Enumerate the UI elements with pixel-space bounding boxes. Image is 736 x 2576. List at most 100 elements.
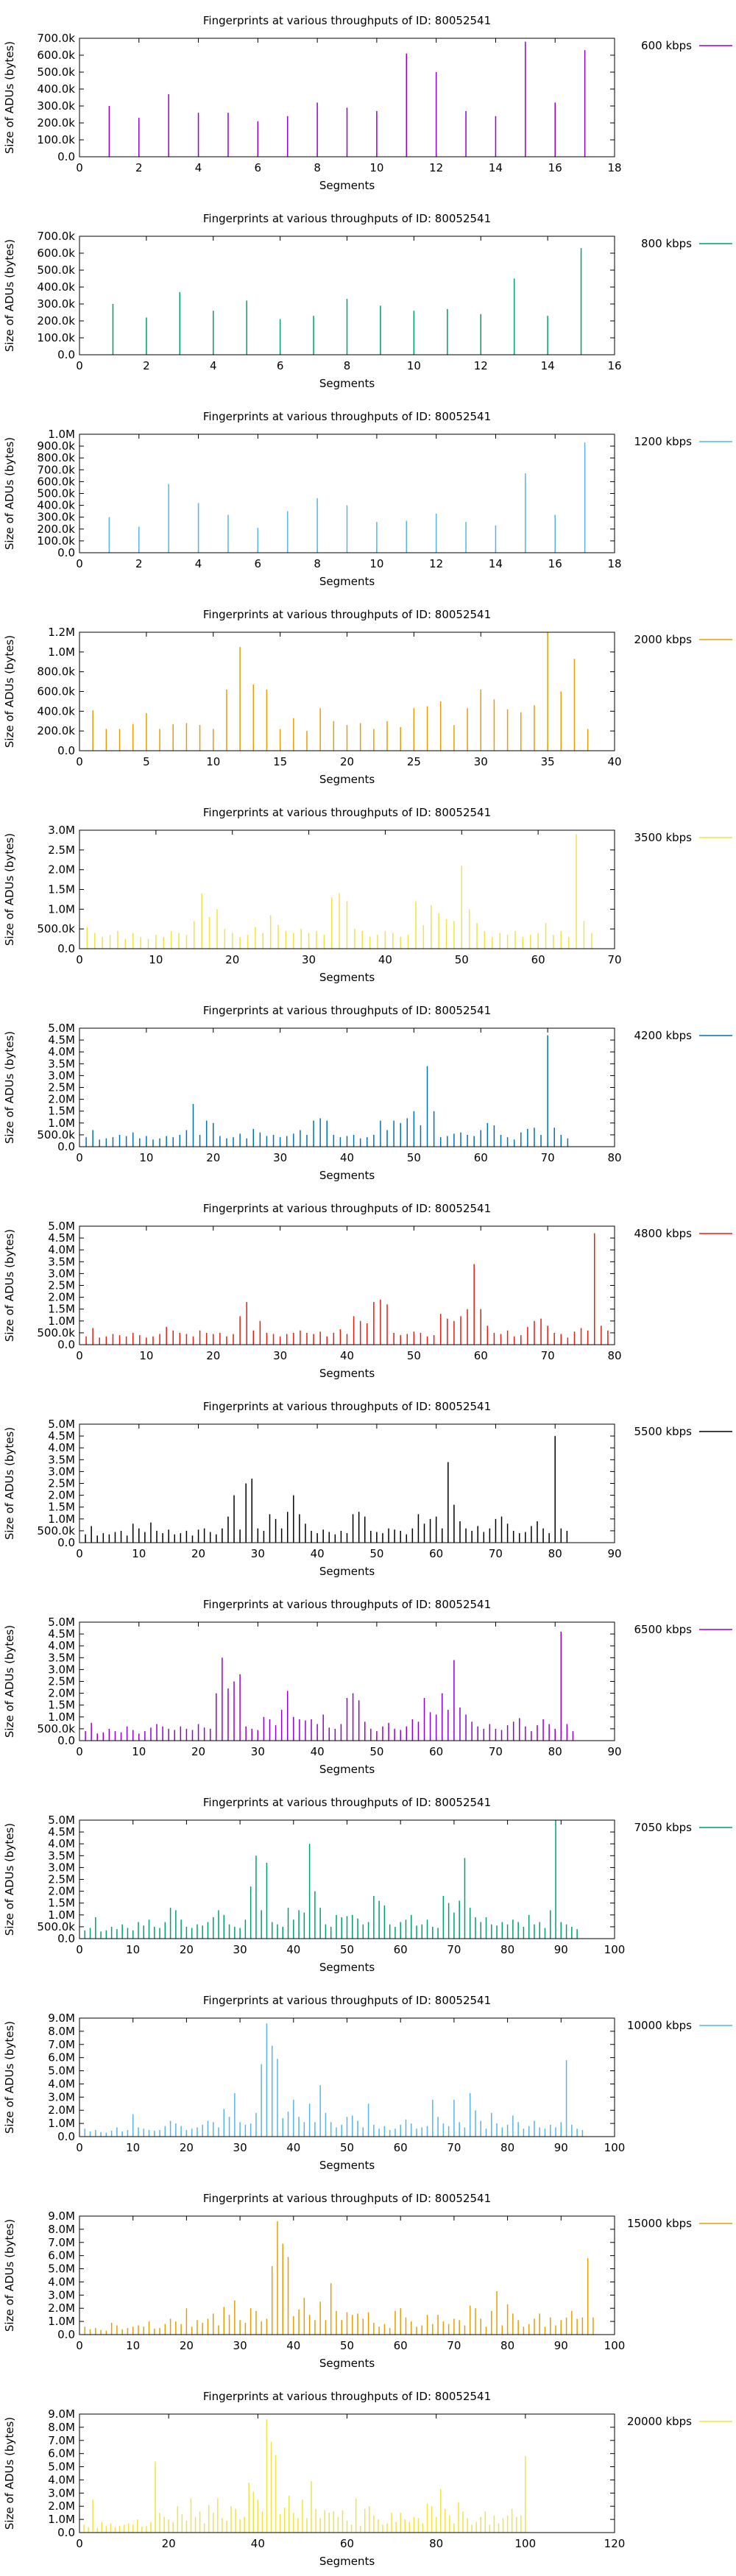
x-tick-label: 60	[429, 1547, 443, 1560]
y-tick-label: 600.0k	[37, 475, 75, 488]
plot-frame	[79, 2413, 615, 2533]
y-tick-label: 2.0M	[48, 1885, 75, 1898]
y-tick-label: 200.0k	[37, 116, 75, 130]
y-tick-label: 200.0k	[37, 314, 75, 328]
y-tick-label: 700.0k	[37, 463, 75, 476]
x-tick-label: 0	[76, 2141, 83, 2154]
plot-frame	[79, 236, 615, 355]
x-tick-label: 50	[455, 953, 469, 966]
y-tick-label: 6.0M	[48, 2249, 75, 2262]
x-tick-label: 4	[195, 557, 202, 570]
y-tick-label: 5.0M	[48, 2460, 75, 2474]
y-tick-label: 2.5M	[48, 843, 75, 857]
y-tick-label: 100.0k	[37, 331, 75, 344]
x-tick-label: 6	[255, 557, 262, 570]
x-tick-label: 20	[206, 1151, 220, 1164]
x-axis-label: Segments	[319, 1763, 375, 1776]
x-tick-label: 50	[407, 1349, 421, 1362]
x-axis-label: Segments	[319, 179, 375, 192]
x-tick-label: 30	[233, 2141, 247, 2154]
x-tick-label: 8	[314, 557, 321, 570]
x-tick-label: 50	[340, 2339, 354, 2352]
chart-svg: Fingerprints at various throughputs of I…	[3, 410, 732, 588]
y-tick-label: 0.0	[57, 150, 75, 163]
chart-svg: Fingerprints at various throughputs of I…	[3, 1598, 732, 1776]
y-tick-label: 2.0M	[48, 2103, 75, 2117]
y-tick-label: 700.0k	[37, 32, 75, 45]
y-tick-label: 3.0M	[48, 1465, 75, 1478]
plot-frame	[79, 1225, 615, 1345]
x-tick-label: 100	[604, 1943, 626, 1956]
y-tick-label: 1.0M	[48, 1314, 75, 1328]
x-tick-label: 20	[191, 1745, 205, 1758]
y-tick-label: 3.0M	[48, 1663, 75, 1676]
x-tick-label: 80	[607, 1349, 621, 1362]
x-tick-label: 100	[515, 2537, 537, 2550]
x-tick-label: 10	[369, 557, 383, 570]
y-tick-label: 400.0k	[37, 704, 75, 718]
plot-frame	[79, 829, 615, 949]
x-tick-label: 70	[541, 1151, 555, 1164]
y-axis-label: Size of ADUs (bytes)	[3, 2417, 16, 2530]
chart-title: Fingerprints at various throughputs of I…	[203, 1598, 491, 1611]
chart-svg: Fingerprints at various throughputs of I…	[3, 1796, 732, 1974]
x-tick-label: 15	[273, 755, 287, 768]
chart-title: Fingerprints at various throughputs of I…	[203, 1202, 491, 1215]
x-tick-label: 70	[447, 2141, 461, 2154]
y-tick-label: 300.0k	[37, 297, 75, 311]
y-tick-label: 400.0k	[37, 499, 75, 512]
x-tick-label: 12	[474, 359, 488, 372]
y-tick-label: 800.0k	[37, 451, 75, 464]
y-tick-label: 4.0M	[48, 1243, 75, 1256]
y-tick-label: 500.0k	[37, 1326, 75, 1340]
y-tick-label: 4.5M	[48, 1231, 75, 1245]
y-tick-label: 3.0M	[48, 2288, 75, 2301]
chart-panel: Fingerprints at various throughputs of I…	[0, 594, 736, 792]
x-tick-label: 14	[541, 359, 555, 372]
y-tick-label: 5.0M	[48, 1814, 75, 1827]
x-axis-label: Segments	[319, 1367, 375, 1380]
y-tick-label: 2.5M	[48, 1477, 75, 1490]
x-axis-label: Segments	[319, 971, 375, 984]
x-tick-label: 70	[447, 1943, 461, 1956]
x-tick-label: 90	[554, 2339, 568, 2352]
x-tick-label: 30	[302, 953, 316, 966]
chart-panel: Fingerprints at various throughputs of I…	[0, 198, 736, 396]
y-tick-label: 3.5M	[48, 1255, 75, 1268]
legend-label: 3500 kbps	[634, 831, 693, 844]
y-tick-label: 3.0M	[48, 2486, 75, 2499]
y-tick-label: 500.0k	[37, 66, 75, 79]
x-tick-label: 60	[394, 2339, 408, 2352]
x-tick-label: 50	[407, 1151, 421, 1164]
x-tick-label: 14	[489, 557, 503, 570]
y-tick-label: 8.0M	[48, 2421, 75, 2434]
x-tick-label: 10	[126, 2141, 140, 2154]
y-axis-label: Size of ADUs (bytes)	[3, 2021, 16, 2134]
y-tick-label: 8.0M	[48, 2223, 75, 2236]
y-tick-label: 5.0M	[48, 1022, 75, 1035]
y-tick-label: 9.0M	[48, 2209, 75, 2223]
x-tick-label: 60	[474, 1151, 488, 1164]
y-tick-label: 3.5M	[48, 1849, 75, 1862]
y-axis-label: Size of ADUs (bytes)	[3, 1031, 16, 1144]
y-tick-label: 4.0M	[48, 2473, 75, 2486]
plot-frame	[79, 434, 615, 553]
x-tick-label: 60	[531, 953, 545, 966]
y-axis-label: Size of ADUs (bytes)	[3, 1625, 16, 1738]
chart-title: Fingerprints at various throughputs of I…	[203, 1796, 491, 1809]
x-tick-label: 60	[429, 1745, 443, 1758]
x-tick-label: 12	[429, 557, 443, 570]
y-tick-label: 4.5M	[48, 1627, 75, 1641]
y-tick-label: 5.0M	[48, 1220, 75, 1233]
x-tick-label: 90	[607, 1745, 621, 1758]
x-tick-label: 120	[604, 2537, 626, 2550]
x-axis-label: Segments	[319, 1961, 375, 1974]
y-tick-label: 4.0M	[48, 1639, 75, 1652]
y-tick-label: 1.5M	[48, 1501, 75, 1514]
x-axis-label: Segments	[319, 1169, 375, 1182]
x-tick-label: 4	[210, 359, 217, 372]
chart-svg: Fingerprints at various throughputs of I…	[3, 212, 732, 390]
chart-panel: Fingerprints at various throughputs of I…	[0, 1386, 736, 1584]
y-tick-label: 0.0	[57, 546, 75, 559]
x-tick-label: 30	[273, 1349, 287, 1362]
